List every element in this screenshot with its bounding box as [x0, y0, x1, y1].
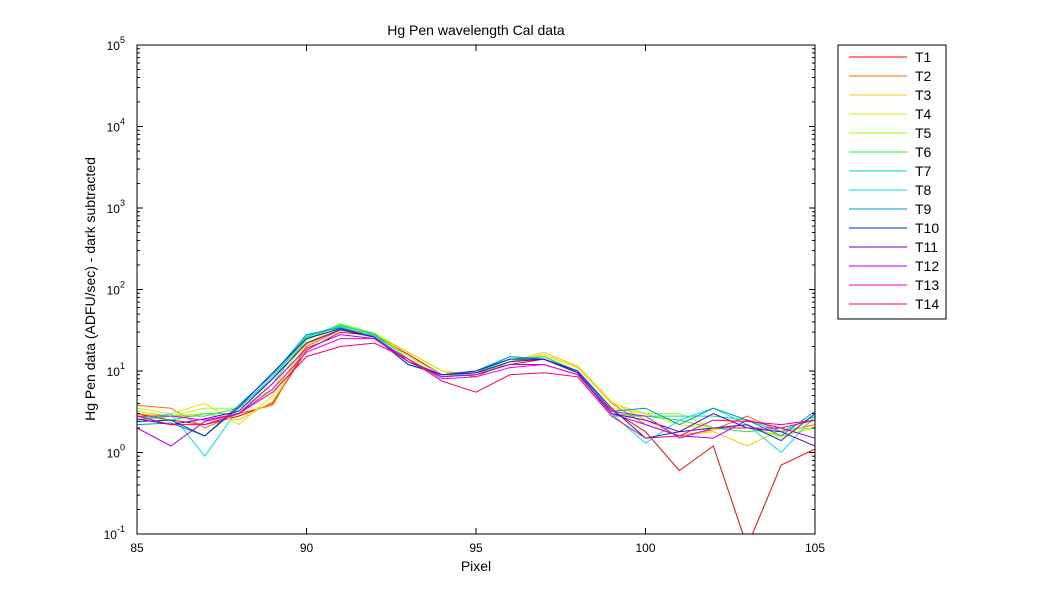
y-tick-exponent: 3 [120, 198, 125, 208]
x-axis-label: Pixel [461, 558, 491, 574]
legend-label-t11: T11 [915, 239, 938, 255]
y-tick-label: 103 [107, 198, 125, 216]
legend-label-t4: T4 [915, 106, 932, 122]
y-tick-label: 102 [107, 280, 125, 298]
legend-label-t7: T7 [915, 163, 932, 179]
series-layer [137, 323, 815, 534]
legend-label-t12: T12 [915, 258, 939, 274]
x-tick-label: 90 [300, 541, 314, 555]
y-tick-label: 10-1 [104, 524, 125, 542]
x-tick-label: 85 [130, 541, 144, 555]
y-tick-base: 10 [107, 121, 121, 135]
legend-label-t3: T3 [915, 87, 932, 103]
x-tick-label: 95 [469, 541, 483, 555]
legend-box [837, 44, 947, 320]
series-line-t12 [137, 334, 815, 447]
legend-label-t5: T5 [915, 125, 932, 141]
legend-label-t6: T6 [915, 144, 932, 160]
y-tick-base: 10 [107, 39, 121, 53]
y-tick-label: 100 [107, 443, 125, 461]
legend-label-t14: T14 [915, 296, 939, 312]
x-tick-label: 100 [635, 541, 655, 555]
y-tick-base: 10 [104, 528, 118, 542]
y-tick-exponent: 0 [120, 443, 125, 453]
y-tick-exponent: -1 [117, 524, 125, 534]
y-tick-base: 10 [107, 365, 121, 379]
x-tick-label: 105 [805, 541, 825, 555]
y-tick-label: 104 [107, 117, 125, 135]
series-line-t13 [137, 338, 815, 439]
series-line-t14 [137, 342, 815, 439]
legend: T1 T2 T3 T4 T5 T6 T7 T8 T9 T10 T11 T12 T13 T14 [837, 44, 947, 320]
series-line-t10 [137, 328, 815, 442]
y-tick-exponent: 4 [120, 117, 125, 127]
plot-area [137, 45, 815, 534]
legend-label-t1: T1 [915, 49, 932, 65]
x-axis: 85 90 95 100 105 [130, 45, 825, 555]
y-tick-base: 10 [107, 447, 121, 461]
legend-label-t8: T8 [915, 182, 932, 198]
y-tick-exponent: 5 [120, 35, 125, 45]
legend-label-t9: T9 [915, 201, 932, 217]
y-tick-exponent: 1 [120, 361, 125, 371]
y-tick-label: 101 [107, 361, 125, 379]
y-tick-exponent: 2 [120, 280, 125, 290]
legend-label-t2: T2 [915, 68, 932, 84]
y-tick-base: 10 [107, 202, 121, 216]
y-axis-label: Hg Pen data (ADFU/sec) - dark subtracted [82, 157, 98, 421]
series-line-t11 [137, 329, 815, 447]
y-tick-base: 10 [107, 284, 121, 298]
y-tick-label: 105 [107, 35, 125, 53]
chart-title: Hg Pen wavelength Cal data [387, 22, 565, 38]
legend-label-t13: T13 [915, 277, 939, 293]
legend-label-t10: T10 [915, 220, 939, 236]
